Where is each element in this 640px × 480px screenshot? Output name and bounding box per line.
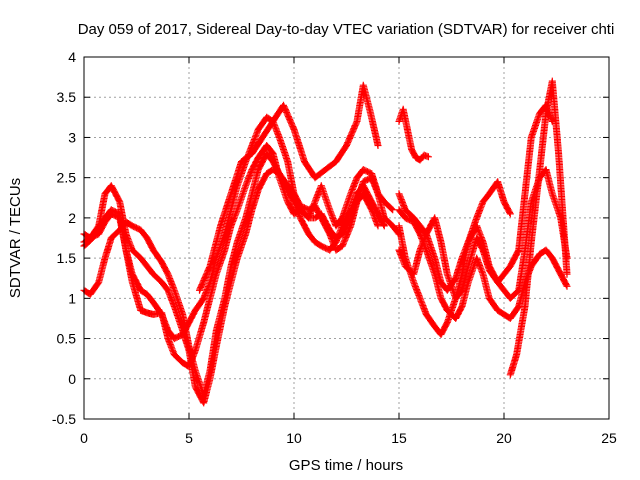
- y-tick-labels: -0.5 0 0.5 1 1.5 2 2.5 3 3.5 4: [52, 49, 76, 427]
- series-trace-5: [196, 81, 382, 294]
- series-markers: [395, 105, 432, 164]
- x-tick-label: 15: [391, 430, 407, 446]
- series-markers: [196, 81, 382, 294]
- x-tick-label: 5: [185, 430, 193, 446]
- x-tick-label: 0: [80, 430, 88, 446]
- x-axis-title: GPS time / hours: [289, 457, 403, 474]
- x-tick-labels: 0 5 10 15 20 25: [80, 430, 617, 446]
- x-tick-label: 20: [496, 430, 512, 446]
- y-tick-label: 4: [68, 49, 76, 65]
- y-tick-label: -0.5: [52, 411, 76, 427]
- series-trace-6: [395, 105, 432, 164]
- series-markers: [395, 178, 514, 338]
- series-trace-9: [395, 178, 514, 338]
- y-tick-label: 1.5: [57, 250, 77, 266]
- y-tick-label: 2: [68, 210, 76, 226]
- y-tick-label: 0.5: [57, 331, 77, 347]
- y-tick-label: 3.5: [57, 89, 77, 105]
- y-tick-label: 0: [68, 371, 76, 387]
- data-points: [80, 77, 571, 407]
- x-tick-label: 10: [286, 430, 302, 446]
- series-markers: [395, 101, 556, 302]
- x-tick-label: 25: [601, 430, 617, 446]
- y-axis-title: SDTVAR / TECUs: [7, 178, 24, 298]
- y-tick-label: 2.5: [57, 170, 77, 186]
- series-trace-11: [395, 101, 556, 302]
- y-tick-label: 1: [68, 290, 76, 306]
- chart-title: Day 059 of 2017, Sidereal Day-to-day VTE…: [78, 21, 615, 38]
- plot-frame: [83, 56, 610, 420]
- y-tick-label: 3: [68, 129, 76, 145]
